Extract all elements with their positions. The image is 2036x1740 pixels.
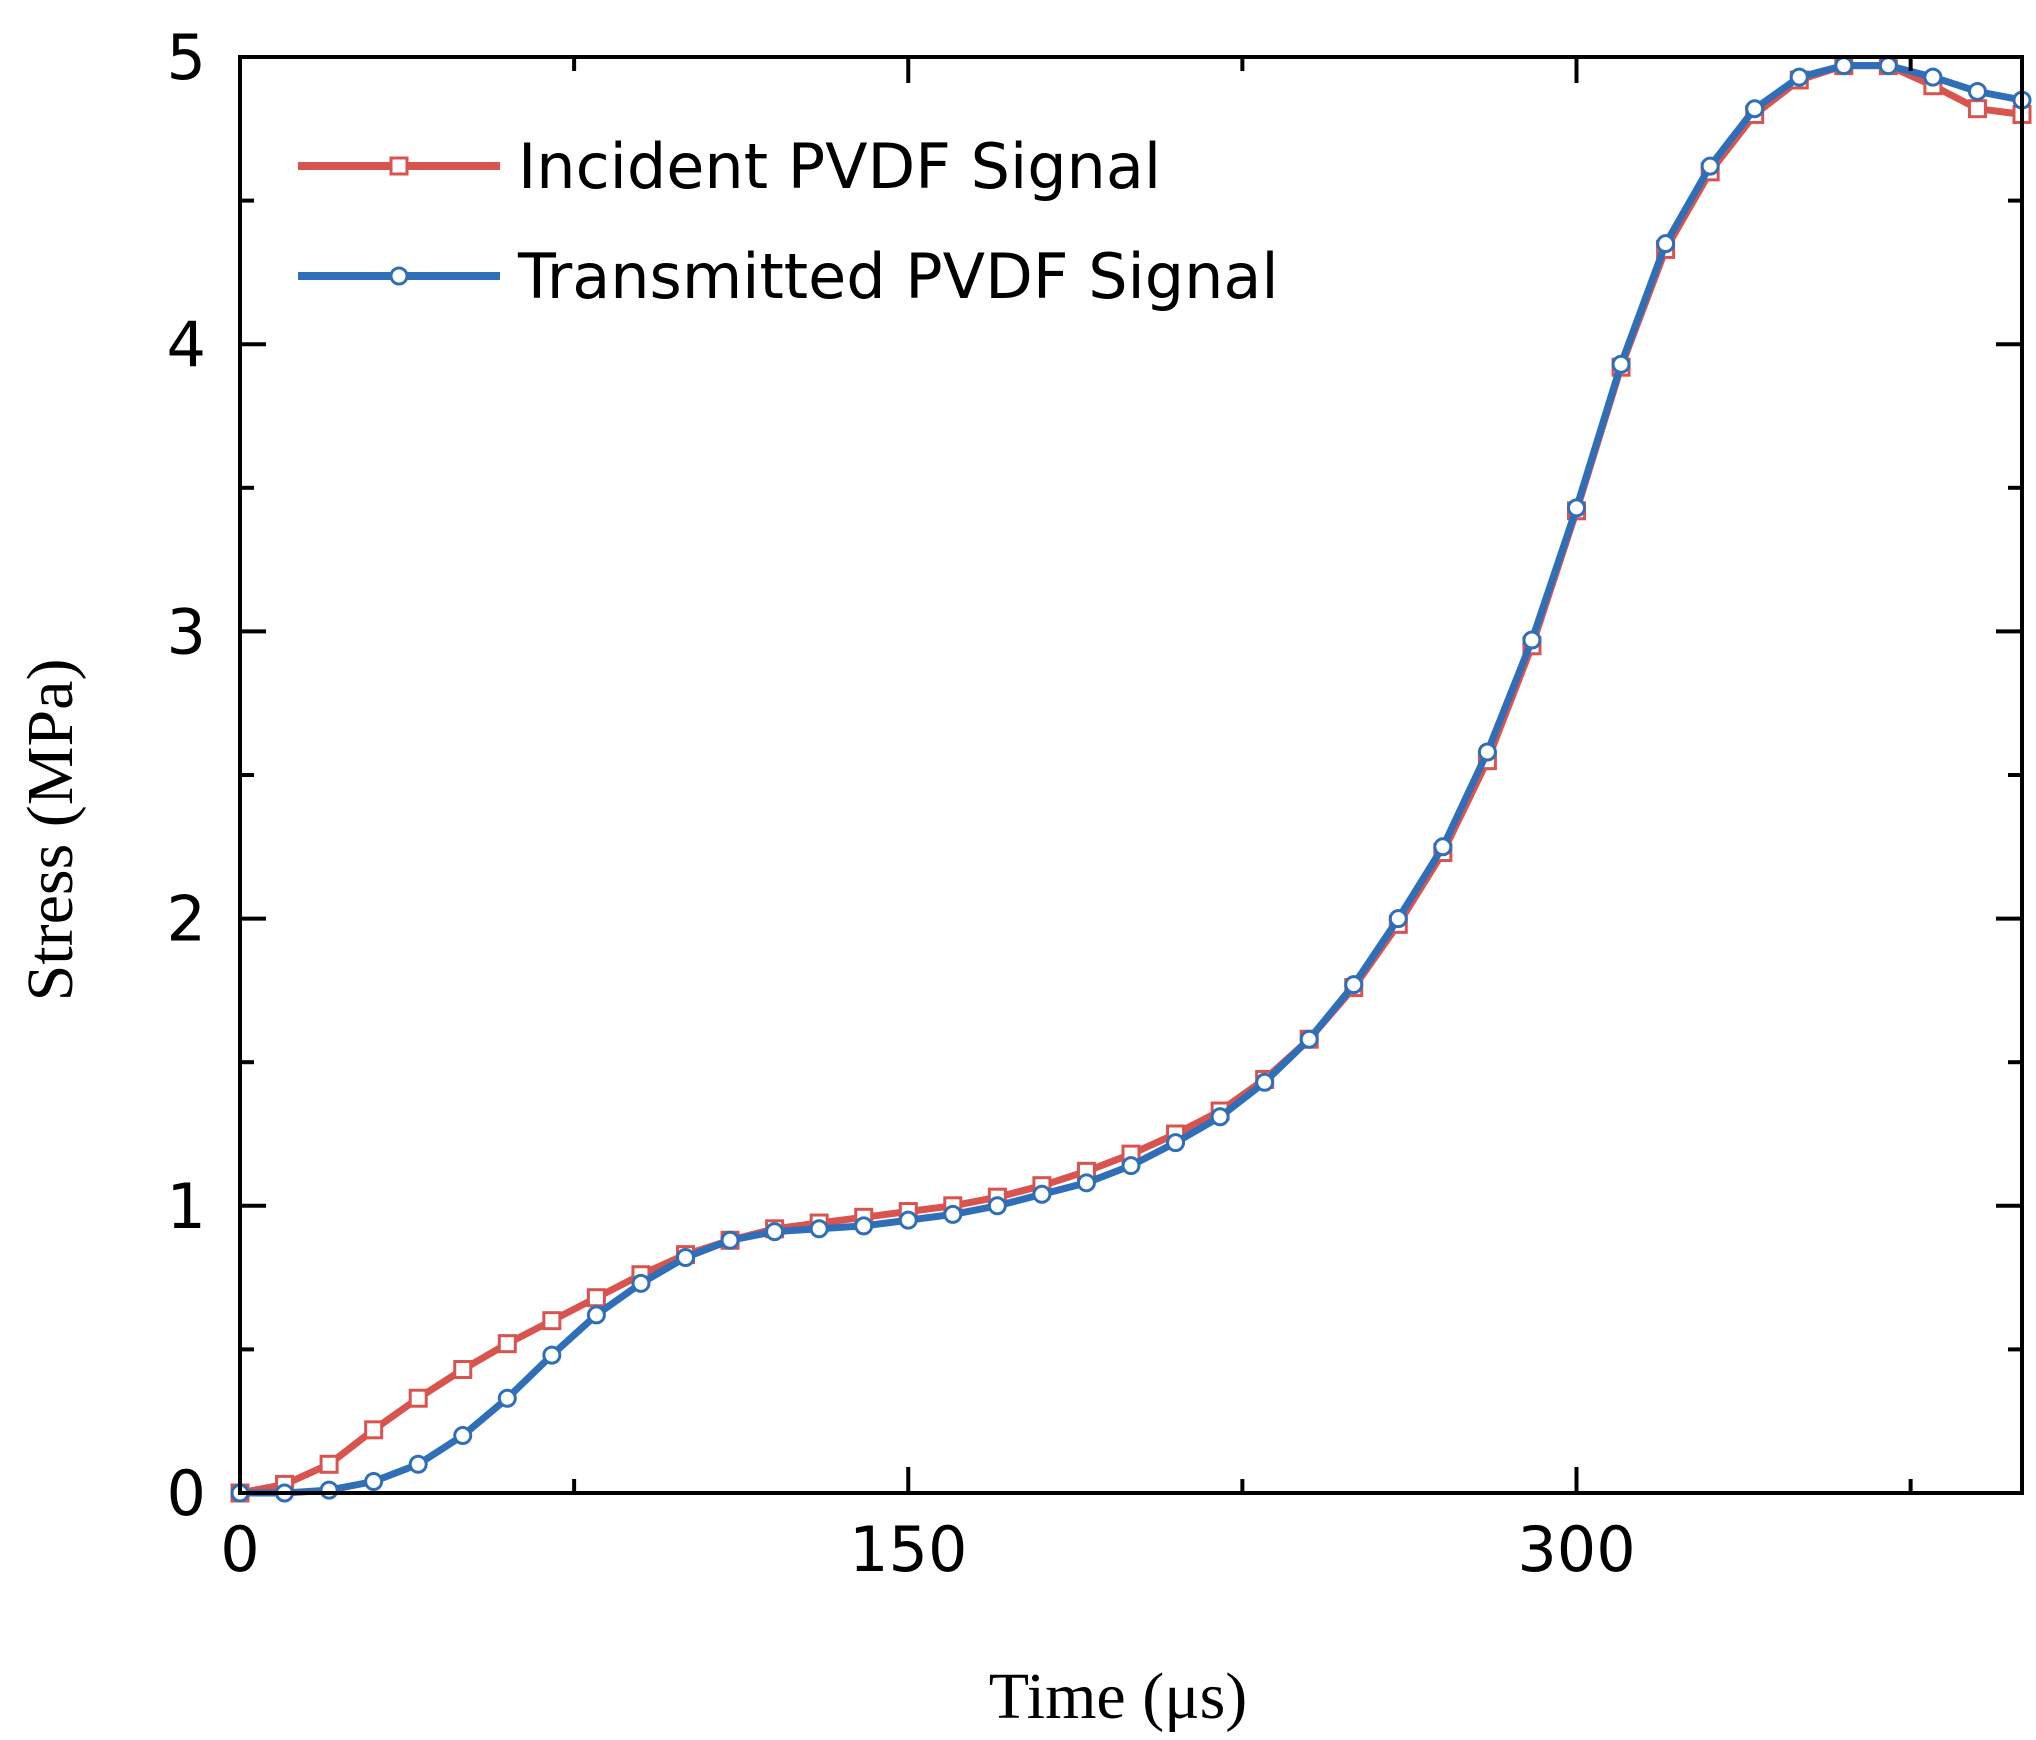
data-point xyxy=(1611,354,1631,374)
plot-background xyxy=(240,57,2022,1493)
x-tick-label: 0 xyxy=(220,1513,259,1586)
data-point xyxy=(1433,837,1453,857)
data-point xyxy=(1522,630,1542,650)
data-point xyxy=(1121,1156,1141,1176)
data-point xyxy=(1834,56,1854,76)
y-tick-label: 5 xyxy=(167,21,206,94)
data-point xyxy=(497,1334,517,1354)
data-point xyxy=(898,1210,918,1230)
data-point xyxy=(542,1345,562,1365)
data-point xyxy=(1745,99,1765,119)
plot-area xyxy=(240,57,2022,1493)
data-point xyxy=(1210,1107,1230,1127)
x-tick-label: 150 xyxy=(849,1513,967,1586)
x-axis-title: Time (μs) xyxy=(989,1660,1248,1733)
data-point xyxy=(319,1480,339,1500)
data-point xyxy=(586,1288,606,1308)
x-tick-label: 300 xyxy=(1517,1513,1635,1586)
data-point xyxy=(1166,1133,1186,1153)
data-point xyxy=(453,1426,473,1446)
legend-label-transmitted: Transmitted PVDF Signal xyxy=(517,240,1279,313)
data-point xyxy=(809,1219,829,1239)
legend-label-incident: Incident PVDF Signal xyxy=(518,130,1161,203)
y-tick-label: 2 xyxy=(167,883,206,956)
data-point xyxy=(408,1454,428,1474)
data-point xyxy=(1967,99,1987,119)
y-tick-label: 4 xyxy=(167,308,206,381)
data-point xyxy=(408,1388,428,1408)
data-point xyxy=(1567,498,1586,518)
data-point xyxy=(765,1222,785,1242)
y-tick-label: 0 xyxy=(167,1457,206,1530)
y-tick-label: 3 xyxy=(167,595,206,668)
axes-layer: 0 1 2 3 4 5 0 150 300 xyxy=(167,21,2024,1586)
data-point xyxy=(1878,56,1898,76)
data-point xyxy=(319,1454,339,1474)
data-point xyxy=(1032,1184,1052,1204)
data-point xyxy=(943,1204,963,1224)
data-point xyxy=(586,1305,606,1325)
data-point xyxy=(1299,1029,1319,1049)
data-point xyxy=(364,1420,384,1440)
data-point xyxy=(1789,67,1809,87)
data-point xyxy=(1388,909,1408,929)
data-point xyxy=(1477,742,1497,762)
legend-marker-transmitted xyxy=(389,266,409,286)
data-point xyxy=(854,1216,874,1236)
data-point xyxy=(987,1196,1007,1216)
data-point xyxy=(1344,975,1364,995)
data-point xyxy=(1076,1173,1096,1193)
data-point xyxy=(542,1311,562,1331)
legend-marker-incident xyxy=(389,156,409,176)
legend: Incident PVDF Signal Transmitted PVDF Si… xyxy=(298,130,1279,313)
data-point xyxy=(631,1273,651,1293)
series-layer xyxy=(230,56,2032,1503)
data-point xyxy=(497,1388,517,1408)
data-point xyxy=(364,1472,384,1492)
data-point xyxy=(1255,1072,1275,1092)
data-point xyxy=(453,1360,473,1380)
series-1 xyxy=(230,56,2032,1503)
data-point xyxy=(1923,67,1943,87)
data-point xyxy=(1700,156,1720,176)
data-point xyxy=(1967,81,1987,101)
data-point xyxy=(720,1230,740,1250)
y-axis-title: Stress (MPa) xyxy=(14,659,87,1002)
y-tick-label: 1 xyxy=(167,1170,206,1243)
data-point xyxy=(1656,234,1676,254)
data-point xyxy=(676,1247,695,1267)
